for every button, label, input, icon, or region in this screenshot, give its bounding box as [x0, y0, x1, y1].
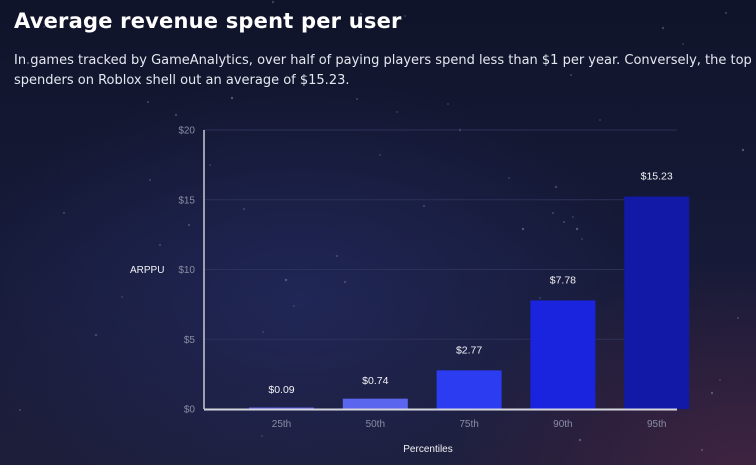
star: [19, 409, 21, 411]
bar-25th[interactable]: [249, 407, 314, 410]
star: [700, 448, 704, 452]
data-labels: $0.09 $0.74 $2.77 $7.78 $15.23: [268, 171, 673, 396]
star: [396, 111, 398, 113]
star: [563, 221, 565, 223]
star: [209, 164, 211, 166]
star: [343, 280, 347, 284]
star: [581, 238, 583, 240]
chart-title: Average revenue spent per user: [14, 9, 402, 33]
star: [336, 255, 338, 257]
star: [554, 185, 558, 189]
star: [552, 212, 554, 214]
x-tick-label: 75th: [459, 419, 478, 430]
star: [575, 227, 579, 231]
star: [737, 317, 739, 319]
star: [719, 379, 721, 381]
star: [43, 26, 45, 28]
star: [149, 179, 151, 181]
star: [508, 177, 510, 179]
y-tick-label: $5: [184, 335, 196, 346]
bars: [249, 196, 690, 410]
x-tick-label: 95th: [647, 419, 666, 430]
x-tick-label: 25th: [272, 419, 291, 430]
star: [570, 74, 572, 76]
star: [147, 101, 149, 103]
star: [725, 12, 727, 14]
data-label: $0.09: [268, 384, 294, 396]
star: [26, 61, 30, 65]
y-tick-label: $15: [178, 195, 195, 206]
y-tick-label: $10: [178, 265, 195, 276]
x-axis-label: Percentiles: [403, 444, 452, 455]
x-tick-label: 50th: [366, 419, 385, 430]
y-tick-label: $0: [184, 405, 196, 416]
star: [187, 223, 191, 227]
star: [661, 26, 665, 30]
star: [710, 391, 714, 395]
star: [404, 15, 406, 17]
bar-95th[interactable]: [624, 196, 690, 409]
background-stars: [19, 0, 745, 452]
star: [121, 296, 123, 298]
data-label: $0.74: [362, 375, 388, 387]
star: [599, 119, 601, 121]
data-label: $7.78: [550, 274, 576, 286]
star: [271, 0, 275, 4]
data-label: $2.77: [456, 344, 482, 356]
star: [682, 43, 684, 45]
star: [230, 96, 234, 100]
star: [94, 333, 98, 337]
bar-75th[interactable]: [436, 370, 502, 409]
star: [261, 435, 263, 437]
star: [262, 331, 264, 333]
star: [521, 227, 525, 231]
star: [379, 154, 381, 156]
x-axis-ticks: 25th 50th 75th 90th 95th: [272, 419, 667, 430]
star: [360, 13, 362, 15]
y-axis-label: ARPPU: [130, 265, 164, 276]
star: [539, 297, 541, 299]
y-tick-label: $20: [178, 126, 195, 137]
star: [174, 113, 178, 117]
chart-subtitle: In games tracked by GameAnalytics, over …: [14, 53, 752, 88]
star: [293, 305, 295, 307]
star: [63, 212, 65, 214]
bar-50th[interactable]: [342, 398, 408, 409]
star: [741, 148, 745, 152]
bar-90th[interactable]: [530, 300, 596, 409]
y-axis-ticks: $0 $5 $10 $15 $20: [178, 126, 195, 416]
data-label: $15.23: [641, 171, 673, 183]
star: [423, 205, 425, 207]
star: [578, 438, 582, 442]
gridlines: [204, 129, 677, 340]
star: [159, 244, 161, 246]
star: [356, 98, 358, 100]
star: [284, 278, 288, 282]
star: [447, 103, 449, 105]
star: [572, 216, 574, 218]
star: [243, 208, 245, 210]
x-tick-label: 90th: [553, 419, 572, 430]
